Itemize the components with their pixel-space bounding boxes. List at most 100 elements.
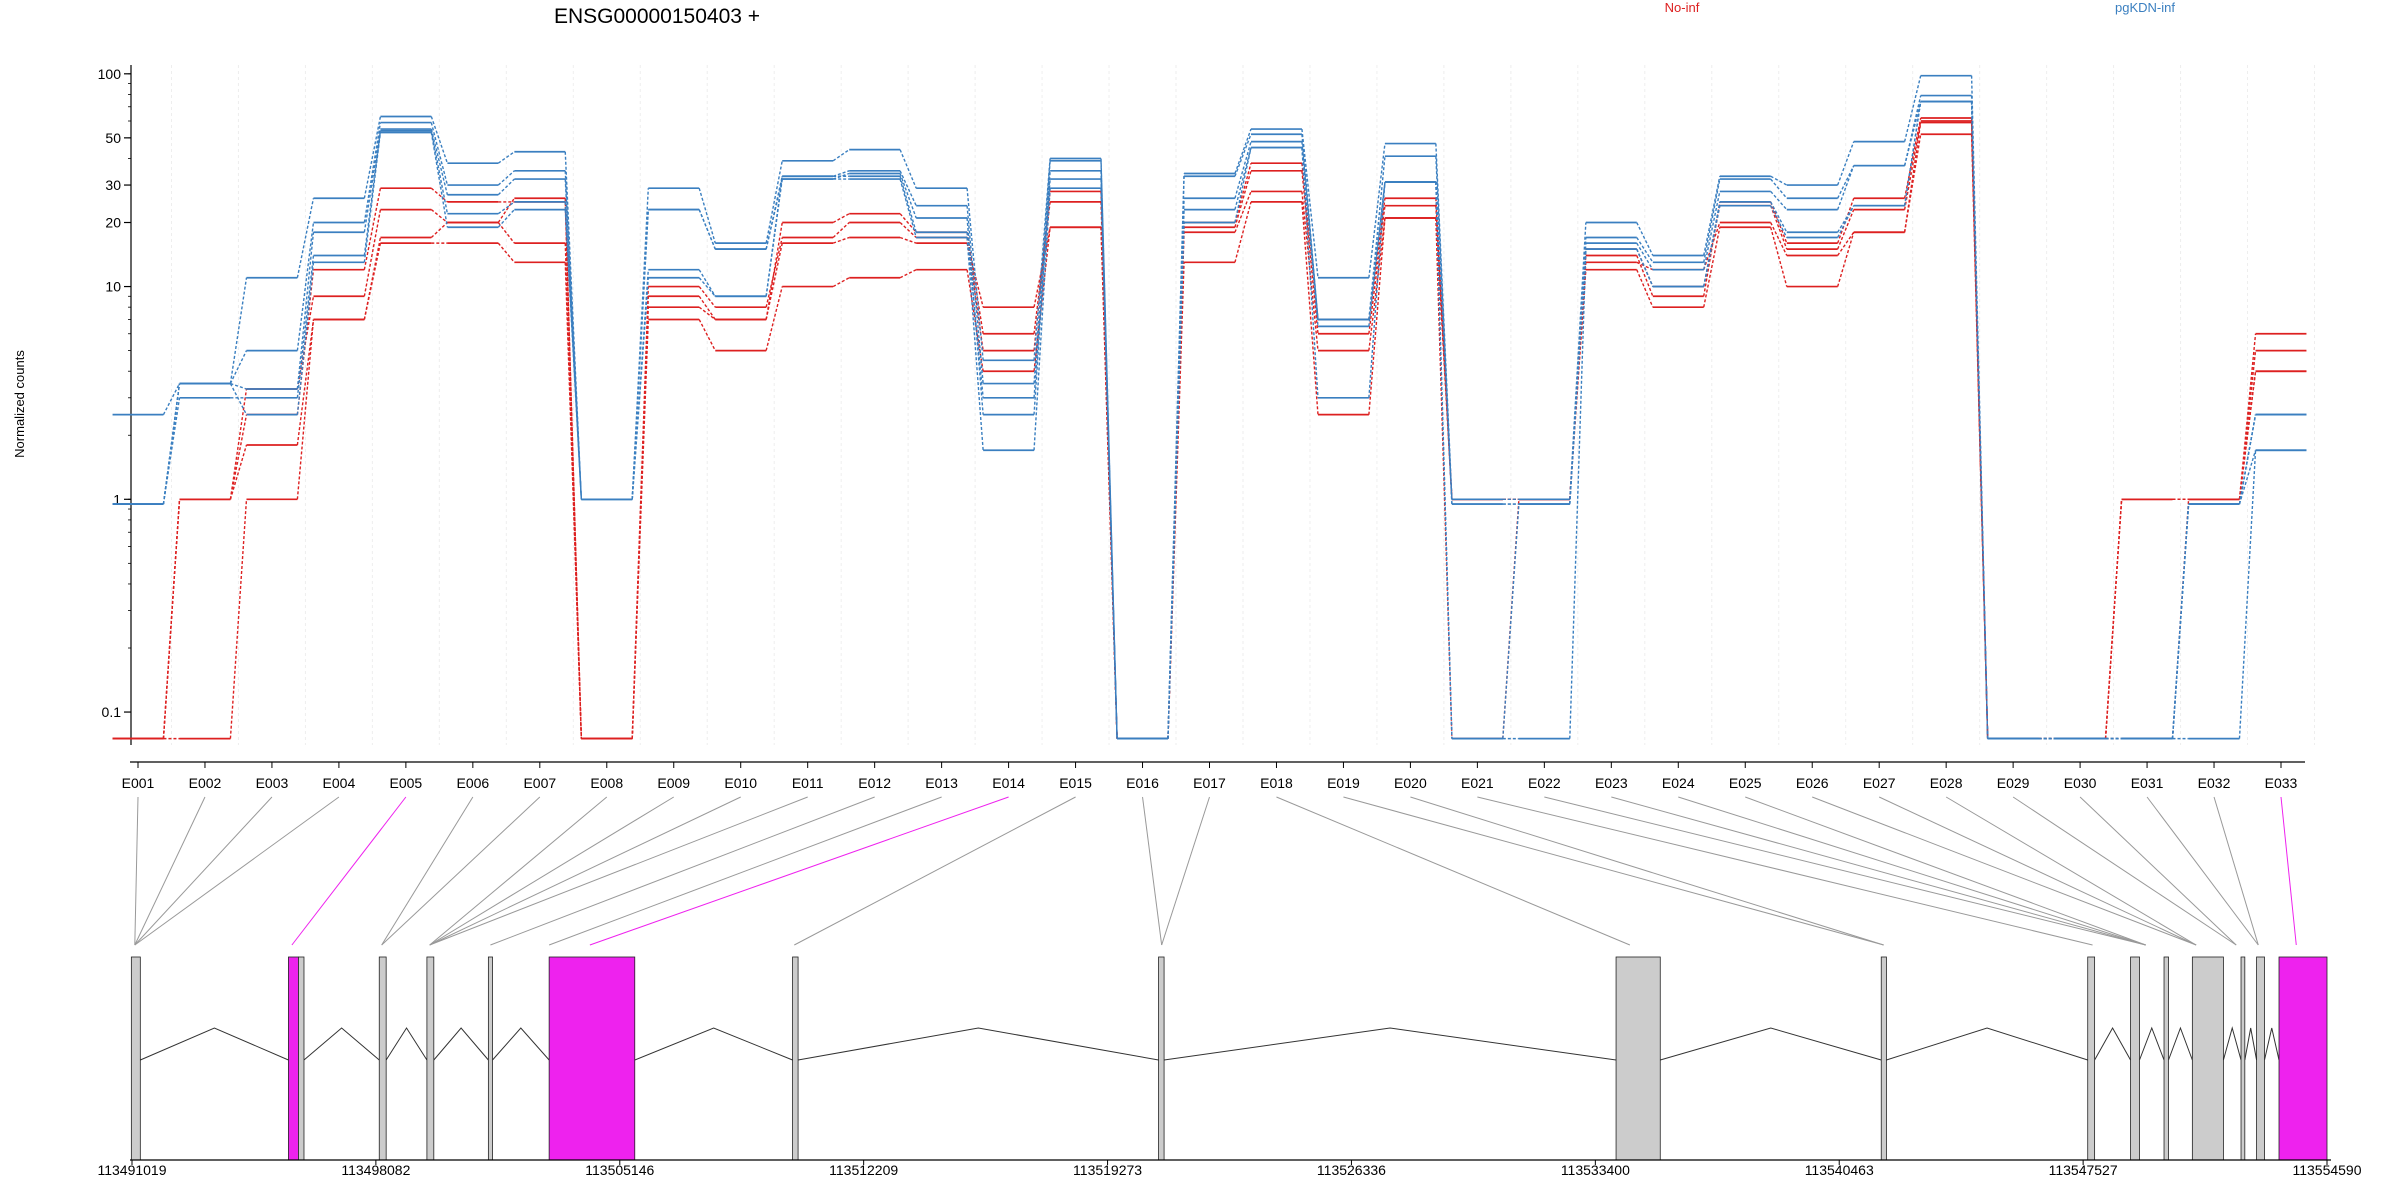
exon-label: E030 <box>2064 775 2097 791</box>
exon-connector <box>1611 796 2146 946</box>
exon-block <box>288 956 299 1161</box>
transition-segment <box>497 222 515 244</box>
exon-label: E018 <box>1260 775 1293 791</box>
transition-segment <box>1636 255 1654 297</box>
exon-block <box>2087 956 2096 1161</box>
coordinate-label: 113505146 <box>585 1162 654 1178</box>
exon-block <box>1880 956 1887 1161</box>
transition-segment <box>1703 227 1721 308</box>
transition-segment <box>2238 450 2257 739</box>
intron-line <box>2094 1026 2131 1061</box>
transition-segment <box>899 269 917 279</box>
transition-segment <box>564 262 583 739</box>
coordinate-label: 113512209 <box>829 1162 898 1178</box>
transition-segment <box>1301 147 1319 398</box>
category-grid <box>170 65 2315 745</box>
transition-segment <box>1837 209 1855 250</box>
transition-segment <box>1033 160 1051 384</box>
exon-label: E017 <box>1193 775 1226 791</box>
series-4 <box>112 133 2307 740</box>
transition-segment <box>899 221 917 239</box>
transition-segment <box>229 277 248 384</box>
transition-segment <box>497 170 515 186</box>
transition-segment <box>363 242 382 320</box>
exon-label: E022 <box>1528 775 1561 791</box>
exon-connector <box>794 796 1076 946</box>
transition-segment <box>1837 205 1855 238</box>
transition-segment <box>296 222 315 351</box>
transition-segment <box>765 222 783 320</box>
exon-block <box>1615 956 1661 1161</box>
transition-segment <box>430 221 448 239</box>
transition-segment <box>1770 205 1788 238</box>
transition-segment <box>1435 181 1453 505</box>
transition-segment <box>832 277 850 288</box>
y-tick-label: 0.1 <box>102 704 122 720</box>
transition-segment <box>1770 222 1788 256</box>
transition-segment <box>765 242 783 320</box>
transition-segment <box>1435 156 1453 505</box>
transition-segment <box>1368 217 1386 351</box>
exon-label: E028 <box>1930 775 1963 791</box>
chart-title: ENSG00000150403 + <box>554 5 760 28</box>
series-2 <box>112 120 2307 740</box>
intron-line <box>492 1027 550 1061</box>
y-tick-label: 100 <box>98 66 122 82</box>
y-axis-label: Normalized counts <box>12 350 27 458</box>
transition-segment <box>363 130 382 256</box>
intron-line <box>2264 1027 2280 1061</box>
coordinate-label: 113491019 <box>97 1162 166 1178</box>
coordinate-label: 113547527 <box>2049 1162 2118 1178</box>
exon-label: E002 <box>189 775 222 791</box>
exon-label: E001 <box>122 775 155 791</box>
transition-segment <box>698 187 716 244</box>
exon-label: E019 <box>1327 775 1360 791</box>
transition-segment <box>1636 269 1654 308</box>
transition-segment <box>564 151 583 500</box>
y-tick-label: 1 <box>113 491 121 507</box>
transition-segment <box>430 209 448 224</box>
x-axis: E001 E002 E003 E004 E005 E006 E007 E008 E009 E010… <box>122 761 2305 791</box>
exon-connector <box>2079 796 2237 946</box>
legend-pgkdn-inf: pgKDN-inf <box>2115 0 2175 15</box>
legend-no-inf: No-inf <box>1665 0 1700 15</box>
exon-connector <box>2280 796 2297 946</box>
exon-connector <box>548 796 942 946</box>
transition-segment <box>296 232 315 390</box>
exon-block <box>548 956 636 1161</box>
intron-line <box>797 1027 1159 1061</box>
intron-line <box>2139 1026 2165 1061</box>
transition-segment <box>1903 134 1922 233</box>
exon-label: E008 <box>590 775 623 791</box>
transition-segment <box>832 236 850 244</box>
transition-segment <box>229 414 248 500</box>
exon-label: E021 <box>1461 775 1494 791</box>
transition-segment <box>966 188 984 361</box>
intron-line <box>2244 1027 2258 1061</box>
transition-segment <box>1368 181 1386 398</box>
intron-line <box>634 1027 793 1061</box>
transition-segment <box>363 116 382 199</box>
transition-segment <box>765 237 783 308</box>
transition-segment <box>1167 222 1185 739</box>
exon-block <box>378 956 387 1161</box>
transition-segment <box>1569 269 1587 500</box>
transition-segment <box>832 172 850 180</box>
transition-segment <box>296 319 315 446</box>
transition-segment <box>1033 158 1051 361</box>
transition-segment <box>430 132 449 228</box>
transition-segment <box>765 286 783 351</box>
transition-segment <box>899 173 917 219</box>
transition-segment <box>631 209 650 500</box>
transition-segment <box>698 277 716 297</box>
transition-segment <box>564 209 583 500</box>
transition-segment <box>296 262 315 415</box>
exon-block <box>426 956 435 1161</box>
transition-segment <box>1903 122 1922 233</box>
exon-label: E031 <box>2131 775 2164 791</box>
transition-segment <box>2171 503 2190 739</box>
transition-segment <box>1234 133 1252 177</box>
transition-segment <box>631 277 650 500</box>
exon-connector <box>429 796 608 946</box>
exon-block <box>792 956 799 1161</box>
